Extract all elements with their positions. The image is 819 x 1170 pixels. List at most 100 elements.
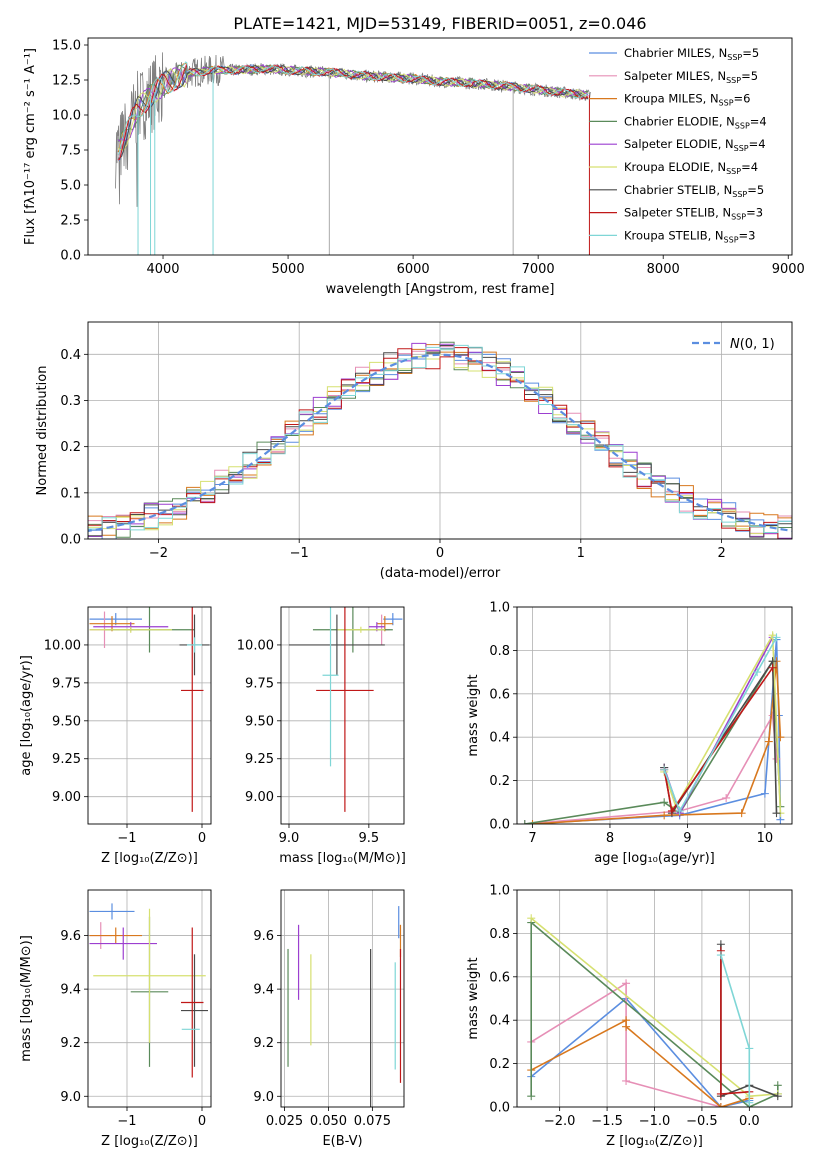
spectrum-plot-area (115, 52, 592, 255)
y-axis-label: mass weight (466, 674, 481, 756)
x-tick-label: 6000 (397, 262, 430, 277)
y-tick-label: 0.0 (60, 533, 81, 548)
weight-marker (745, 1044, 754, 1053)
weight-marker (660, 811, 669, 820)
mass_vs_Z-plot-area (89, 903, 208, 1078)
legend-label: Kroupa STELIB, NSSP=3 (624, 228, 755, 244)
y-axis-label: Normed distribution (35, 366, 50, 496)
y-tick-label: 0.4 (60, 348, 81, 363)
x-tick-label: 10 (757, 831, 774, 846)
legend-label: Kroupa MILES, NSSP=6 (624, 92, 750, 108)
figure-panels: 4000 5000 6000 7000 8000 90000.02.55.07.510.0… (19, 37, 805, 1149)
x-axis-label: Z [log₁₀(Z/Z⊙)] (101, 1134, 198, 1149)
weight-marker (527, 914, 536, 923)
errorbar-kroupa-miles (89, 927, 142, 944)
gaussian-reference-curve (88, 353, 792, 533)
x-axis-label: E(B-V) (322, 1134, 362, 1149)
weight-marker (737, 809, 746, 818)
weight-line-chabrier-miles (524, 639, 782, 824)
x-axis-label: age [log₁₀(age/yr)] (594, 851, 715, 866)
y-tick-label: 10.00 (237, 638, 274, 653)
massweight_vs_age-ticks: 7 8 9 10 0.0 0.2 0.4 0.6 0.8 1.0 (489, 601, 773, 847)
errorbar-salpeter-stelib (181, 927, 204, 1078)
age_vs_mass-grid (281, 607, 404, 824)
y-tick-label: 9.0 (253, 1090, 274, 1105)
x-tick-label: −1 (117, 831, 136, 846)
x-tick-label: −1 (290, 546, 309, 561)
massweight_vs_age-panel: 7 8 9 10 0.0 0.2 0.4 0.6 0.8 1.0 age [log₁₀(age/yr… (466, 601, 793, 866)
age_vs_Z-plot-area (89, 607, 210, 812)
y-tick-label: 9.2 (253, 1036, 274, 1051)
y-tick-label: 0.0 (489, 1101, 510, 1116)
weight-marker (675, 806, 684, 815)
residuals-plot-area (88, 341, 792, 539)
legend-label: Kroupa ELODIE, NSSP=4 (624, 160, 758, 176)
massweight_vs_Z-plot-area (527, 914, 782, 1107)
spectrum-ticks: 4000 5000 6000 7000 8000 9000 0.0 2.5 5.0 7.5 10.0… (52, 39, 805, 278)
x-tick-label: 8 (606, 831, 614, 846)
weight-marker (622, 1022, 631, 1031)
weight-marker (667, 806, 676, 815)
y-tick-label: 9.6 (60, 929, 81, 944)
x-tick-label: 9.0 (279, 831, 300, 846)
y-tick-label: 0.4 (489, 731, 510, 746)
age_vs_mass-panel: 9.0 9.5 9.00 9.25 9.50 9.75 10.00 mass [log₁₀(M… (237, 606, 406, 866)
y-tick-label: 0.1 (60, 486, 81, 501)
mass_vs_EBV-frame (280, 889, 405, 1108)
x-tick-label: 0 (198, 1114, 206, 1129)
weight-line-kroupa-miles (532, 661, 782, 824)
massweight_vs_age-grid (517, 606, 792, 825)
x-tick-label: 7000 (522, 262, 555, 277)
y-tick-label: 10.00 (44, 638, 81, 653)
x-tick-label: −2 (149, 546, 168, 561)
x-tick-label: 9000 (772, 262, 805, 277)
age_vs_mass-plot-area (288, 607, 403, 812)
weight-marker (520, 820, 529, 824)
x-tick-label: 4000 (146, 262, 179, 277)
weight-marker (722, 793, 731, 802)
errorbar-salpeter-stelib (316, 607, 374, 812)
y-tick-label: 0.2 (489, 1057, 510, 1072)
mass_vs_EBV-grid (281, 890, 404, 1107)
legend-label: Chabrier STELIB, NSSP=5 (624, 183, 764, 199)
weight-marker (768, 663, 777, 672)
y-tick-label: 9.75 (245, 676, 274, 691)
residuals-legend: N(0, 1) (692, 337, 775, 352)
weight-line-kroupa-stelib (663, 637, 778, 813)
y-tick-label: 7.5 (60, 144, 81, 159)
errorbar-kroupa-elodie (89, 626, 172, 633)
errorbar-chabrier-miles (89, 903, 135, 920)
residual-histogram-kroupa-stelib (88, 344, 792, 539)
y-tick-label: 9.00 (245, 790, 274, 805)
age_vs_mass-frame (280, 606, 405, 825)
weight-marker (745, 1098, 754, 1107)
x-tick-label: 8000 (647, 262, 680, 277)
y-tick-label: 0.6 (489, 687, 510, 702)
errorbar-kroupa-miles (376, 616, 393, 632)
x-tick-label: 2 (717, 546, 725, 561)
y-axis-label: Flux [fλ10⁻¹⁷ erg cm⁻² s⁻¹ A⁻¹] (23, 48, 38, 245)
weight-marker (660, 798, 669, 807)
y-tick-label: 9.6 (253, 929, 274, 944)
age_vs_Z-grid (88, 607, 211, 824)
x-axis-label: Z [log₁₀(Z/Z⊙)] (101, 851, 198, 866)
x-tick-label: −2.0 (544, 1114, 576, 1129)
y-tick-label: 9.50 (52, 714, 81, 729)
y-tick-label: 9.25 (245, 752, 274, 767)
errorbar-salpeter-elodie (89, 927, 157, 960)
model-spectrum-salpeter-stelib (117, 62, 589, 161)
weight-marker (760, 789, 769, 798)
y-tick-label: 0.4 (489, 1014, 510, 1029)
y-tick-label: 15.0 (52, 39, 81, 54)
y-tick-label: 5.0 (60, 179, 81, 194)
weight-marker (764, 737, 773, 746)
x-tick-label: 0.0 (739, 1114, 760, 1129)
age_vs_Z-panel: −1 0 9.00 9.25 9.50 9.75 10.00 Z [log₁₀(Z/Z⊙)] a… (19, 606, 212, 866)
y-tick-label: 1.0 (489, 884, 510, 899)
massweight_vs_Z-ticks: −2.0 −1.5 −1.0 −0.5 0.0 0.0 0.2 0.4 0.6 0.8 1.0 (489, 884, 759, 1130)
y-tick-label: 9.4 (253, 983, 274, 998)
errorbar-kroupa-elodie (93, 908, 206, 1043)
x-tick-label: 0 (436, 546, 444, 561)
legend-label: N(0, 1) (730, 337, 775, 352)
x-tick-label: −1.5 (591, 1114, 623, 1129)
